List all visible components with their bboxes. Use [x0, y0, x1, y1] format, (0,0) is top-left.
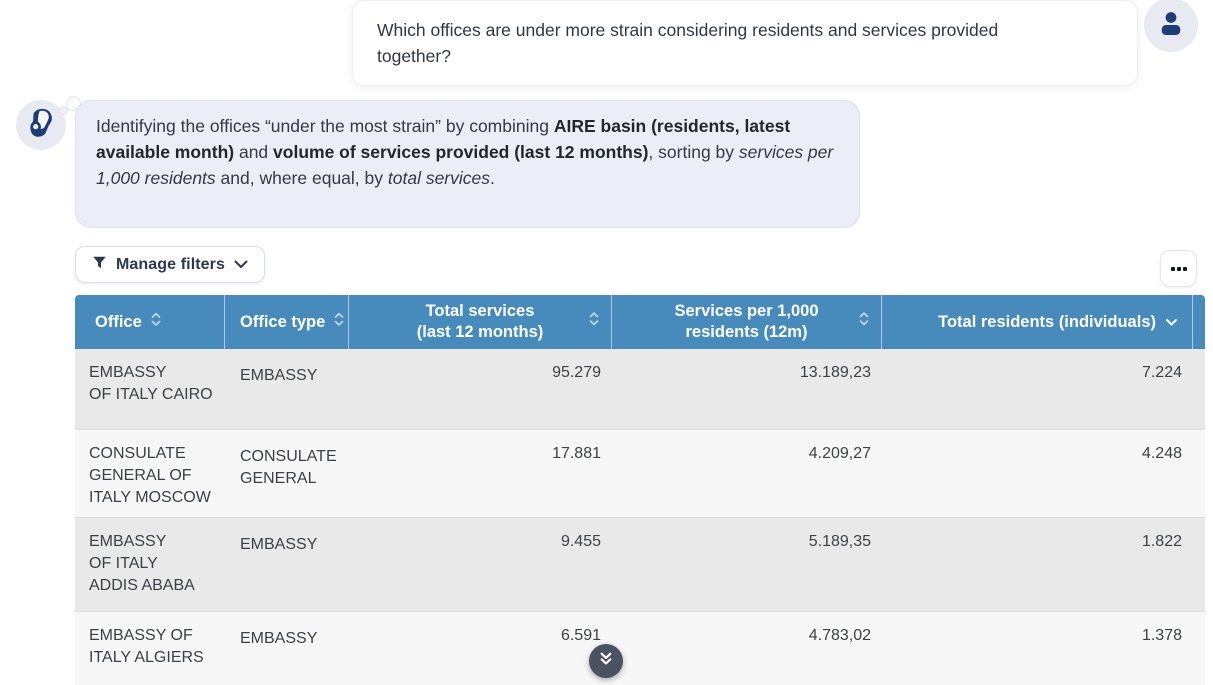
- user-message-text: Which offices are under more strain cons…: [377, 20, 999, 66]
- column-header-total-residents[interactable]: Total residents (individuals): [882, 295, 1193, 349]
- assistant-message-bubble: Identifying the offices “under the most …: [75, 100, 860, 228]
- office-cell: EMBASSY OF ITALY CAIRO: [89, 364, 213, 403]
- services-per-1000-cell: 4.783,02: [808, 627, 871, 644]
- services-per-1000-cell: 5.189,35: [808, 533, 871, 550]
- double-chevron-down-icon: [597, 650, 615, 673]
- column-header-office-type[interactable]: Office type: [225, 295, 349, 349]
- office-type-cell: CONSULATE GENERAL: [240, 448, 337, 487]
- total-services-cell: 6.591: [560, 627, 601, 644]
- sort-toggle-icon[interactable]: [151, 312, 161, 333]
- table-row: EMBASSY OF ITALY ALGIERS EMBASSY 6.591 4…: [75, 611, 1205, 685]
- column-header-partial: [1193, 295, 1205, 349]
- total-residents-cell: 4.248: [1141, 445, 1182, 462]
- results-table: Office Office type Total services (last …: [75, 295, 1205, 685]
- office-cell: CONSULATE GENERAL OF ITALY MOSCOW: [89, 445, 211, 506]
- total-services-cell: 9.455: [560, 533, 601, 550]
- table-header-row: Office Office type Total services (last …: [75, 295, 1205, 349]
- manage-filters-button[interactable]: Manage filters: [75, 246, 265, 283]
- manage-filters-label: Manage filters: [116, 255, 225, 273]
- services-per-1000-cell: 13.189,23: [799, 364, 871, 381]
- chevron-down-icon: [234, 256, 248, 274]
- scroll-to-bottom-button[interactable]: [589, 644, 623, 678]
- more-options-button[interactable]: [1160, 250, 1197, 287]
- column-header-services-per-1000[interactable]: Services per 1,000 residents (12m): [612, 295, 882, 349]
- office-type-cell: EMBASSY: [240, 630, 318, 647]
- table-row: EMBASSY OF ITALY ADDIS ABABA EMBASSY 9.4…: [75, 517, 1205, 611]
- assistant-avatar: [16, 100, 66, 150]
- total-residents-cell: 1.822: [1141, 533, 1182, 550]
- column-header-office[interactable]: Office: [75, 295, 225, 349]
- total-services-cell: 17.881: [552, 445, 601, 462]
- robot-assistant-icon: [24, 106, 58, 145]
- user-message-bubble: Which offices are under more strain cons…: [352, 0, 1138, 86]
- thought-bubble-small: [59, 106, 68, 115]
- office-cell: EMBASSY OF ITALY ADDIS ABABA: [89, 533, 195, 594]
- filter-funnel-icon: [92, 255, 107, 275]
- total-residents-cell: 1.378: [1141, 627, 1182, 644]
- total-services-cell: 95.279: [552, 364, 601, 381]
- total-residents-cell: 7.224: [1141, 364, 1182, 381]
- user-avatar: [1144, 0, 1198, 52]
- column-header-total-services[interactable]: Total services (last 12 months): [349, 295, 612, 349]
- person-icon: [1156, 8, 1186, 43]
- office-type-cell: EMBASSY: [240, 367, 318, 384]
- office-cell: EMBASSY OF ITALY ALGIERS: [89, 627, 204, 666]
- sort-toggle-icon[interactable]: [859, 312, 869, 333]
- table-row: CONSULATE GENERAL OF ITALY MOSCOW CONSUL…: [75, 429, 1205, 517]
- sort-toggle-icon[interactable]: [589, 312, 599, 333]
- ellipsis-icon: [1170, 266, 1175, 271]
- services-per-1000-cell: 4.209,27: [808, 445, 871, 462]
- table-row: EMBASSY OF ITALY CAIRO EMBASSY 95.279 13…: [75, 349, 1205, 429]
- sort-desc-icon[interactable]: [1165, 312, 1178, 333]
- sort-toggle-icon[interactable]: [334, 312, 344, 333]
- office-type-cell: EMBASSY: [240, 536, 318, 553]
- assistant-message-text: Identifying the offices “under the most …: [96, 116, 834, 188]
